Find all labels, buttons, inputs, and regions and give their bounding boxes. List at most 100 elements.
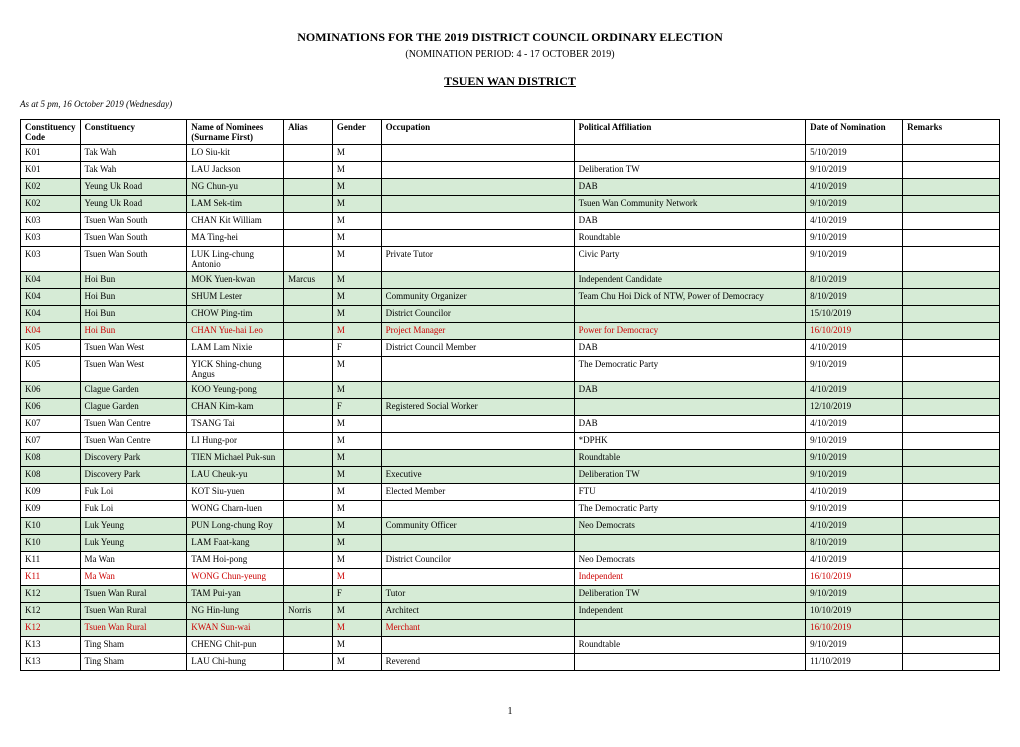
- cell-gender: M: [332, 484, 381, 501]
- cell-alias: [284, 484, 333, 501]
- cell-code: K08: [21, 450, 81, 467]
- cell-gender: M: [332, 382, 381, 399]
- cell-remarks: [903, 569, 1000, 586]
- cell-occupation: [381, 272, 574, 289]
- cell-constituency: Luk Yeung: [80, 518, 187, 535]
- cell-date: 15/10/2019: [806, 306, 903, 323]
- cell-name: TAM Hoi-pong: [187, 552, 284, 569]
- cell-code: K11: [21, 569, 81, 586]
- cell-date: 9/10/2019: [806, 357, 903, 382]
- cell-code: K08: [21, 467, 81, 484]
- cell-affiliation: Roundtable: [574, 450, 805, 467]
- cell-occupation: [381, 213, 574, 230]
- cell-code: K06: [21, 399, 81, 416]
- cell-remarks: [903, 450, 1000, 467]
- cell-alias: Marcus: [284, 272, 333, 289]
- table-row: K06Clague GardenKOO Yeung-pongMDAB4/10/2…: [21, 382, 1000, 399]
- cell-name: LAU Cheuk-yu: [187, 467, 284, 484]
- cell-alias: [284, 289, 333, 306]
- cell-constituency: Ma Wan: [80, 569, 187, 586]
- cell-date: 9/10/2019: [806, 637, 903, 654]
- cell-gender: M: [332, 230, 381, 247]
- cell-code: K01: [21, 145, 81, 162]
- cell-remarks: [903, 586, 1000, 603]
- table-row: K12Tsuen Wan RuralTAM Pui-yanFTutorDelib…: [21, 586, 1000, 603]
- cell-occupation: Project Manager: [381, 323, 574, 340]
- cell-occupation: Merchant: [381, 620, 574, 637]
- cell-affiliation: Roundtable: [574, 637, 805, 654]
- table-row: K04Hoi BunCHOW Ping-timMDistrict Council…: [21, 306, 1000, 323]
- cell-occupation: Community Organizer: [381, 289, 574, 306]
- cell-constituency: Hoi Bun: [80, 323, 187, 340]
- cell-remarks: [903, 162, 1000, 179]
- cell-gender: M: [332, 323, 381, 340]
- cell-alias: [284, 247, 333, 272]
- cell-occupation: [381, 450, 574, 467]
- cell-date: 9/10/2019: [806, 162, 903, 179]
- cell-alias: [284, 230, 333, 247]
- table-row: K03Tsuen Wan SouthCHAN Kit WilliamMDAB4/…: [21, 213, 1000, 230]
- cell-name: CHAN Yue-hai Leo: [187, 323, 284, 340]
- cell-remarks: [903, 654, 1000, 671]
- cell-constituency: Tsuen Wan Centre: [80, 416, 187, 433]
- cell-code: K05: [21, 357, 81, 382]
- cell-affiliation: Independent: [574, 569, 805, 586]
- cell-remarks: [903, 213, 1000, 230]
- cell-date: 5/10/2019: [806, 145, 903, 162]
- cell-alias: [284, 620, 333, 637]
- cell-gender: M: [332, 213, 381, 230]
- table-row: K07Tsuen Wan CentreTSANG TaiMDAB4/10/201…: [21, 416, 1000, 433]
- cell-date: 9/10/2019: [806, 433, 903, 450]
- cell-remarks: [903, 620, 1000, 637]
- table-row: K01Tak WahLO Siu-kitM5/10/2019: [21, 145, 1000, 162]
- cell-gender: M: [332, 450, 381, 467]
- cell-occupation: [381, 145, 574, 162]
- cell-occupation: Elected Member: [381, 484, 574, 501]
- cell-alias: [284, 501, 333, 518]
- cell-gender: M: [332, 654, 381, 671]
- cell-gender: M: [332, 289, 381, 306]
- cell-alias: [284, 467, 333, 484]
- cell-remarks: [903, 535, 1000, 552]
- header-code: Constituency Code: [21, 120, 81, 145]
- cell-constituency: Tak Wah: [80, 145, 187, 162]
- cell-name: TAM Pui-yan: [187, 586, 284, 603]
- cell-name: CHAN Kit William: [187, 213, 284, 230]
- cell-name: TSANG Tai: [187, 416, 284, 433]
- cell-alias: [284, 179, 333, 196]
- cell-occupation: Architect: [381, 603, 574, 620]
- cell-gender: M: [332, 357, 381, 382]
- cell-name: SHUM Lester: [187, 289, 284, 306]
- cell-code: K10: [21, 535, 81, 552]
- cell-remarks: [903, 416, 1000, 433]
- table-row: K09Fuk LoiWONG Charn-luenMThe Democratic…: [21, 501, 1000, 518]
- cell-date: 16/10/2019: [806, 323, 903, 340]
- table-row: K04Hoi BunCHAN Yue-hai LeoMProject Manag…: [21, 323, 1000, 340]
- cell-code: K06: [21, 382, 81, 399]
- cell-name: MA Ting-hei: [187, 230, 284, 247]
- cell-remarks: [903, 433, 1000, 450]
- table-row: K10Luk YeungPUN Long-chung RoyMCommunity…: [21, 518, 1000, 535]
- cell-constituency: Tsuen Wan Rural: [80, 620, 187, 637]
- cell-remarks: [903, 357, 1000, 382]
- cell-occupation: [381, 382, 574, 399]
- cell-affiliation: FTU: [574, 484, 805, 501]
- cell-date: 4/10/2019: [806, 416, 903, 433]
- table-row: K03Tsuen Wan SouthMA Ting-heiMRoundtable…: [21, 230, 1000, 247]
- cell-code: K02: [21, 179, 81, 196]
- cell-gender: F: [332, 586, 381, 603]
- cell-affiliation: [574, 620, 805, 637]
- table-row: K13Ting ShamCHENG Chit-punMRoundtable9/1…: [21, 637, 1000, 654]
- cell-name: CHOW Ping-tim: [187, 306, 284, 323]
- cell-name: CHENG Chit-pun: [187, 637, 284, 654]
- cell-occupation: [381, 416, 574, 433]
- cell-code: K04: [21, 272, 81, 289]
- header-name-line1: Name of Nominees: [191, 122, 263, 132]
- cell-occupation: [381, 162, 574, 179]
- header-name-line2: (Surname First): [191, 132, 253, 142]
- cell-alias: [284, 196, 333, 213]
- table-row: K05Tsuen Wan WestYICK Shing-chung AngusM…: [21, 357, 1000, 382]
- cell-affiliation: [574, 306, 805, 323]
- cell-code: K03: [21, 247, 81, 272]
- cell-alias: [284, 416, 333, 433]
